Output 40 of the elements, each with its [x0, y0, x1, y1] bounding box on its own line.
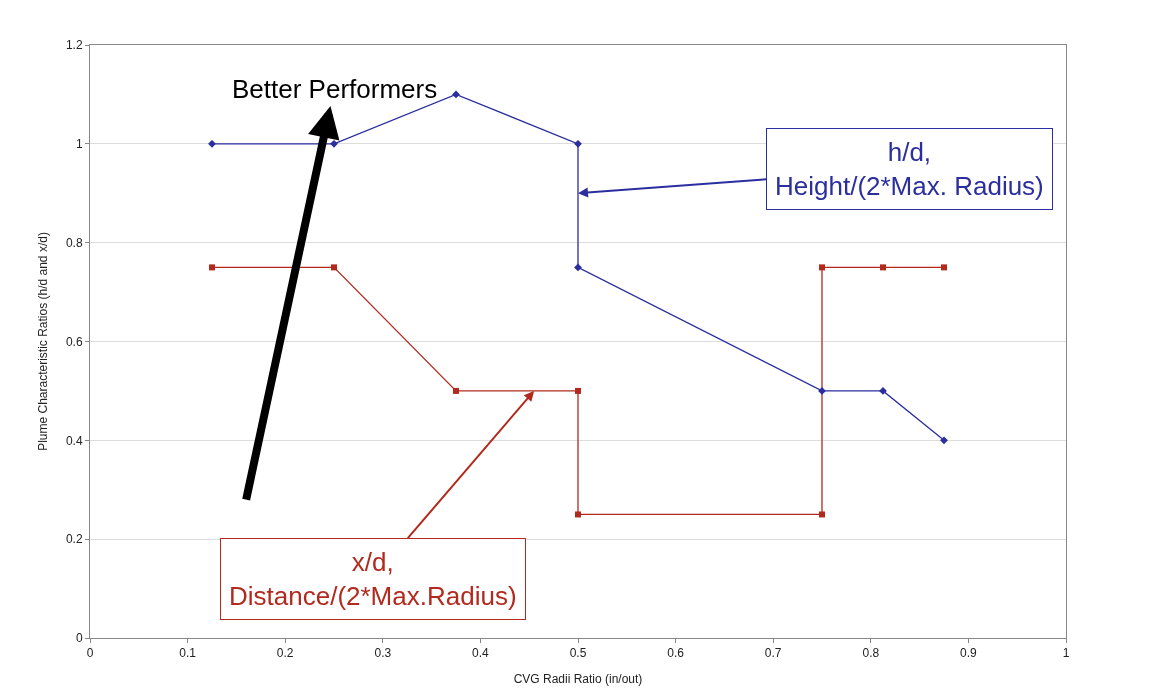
point [819, 264, 825, 271]
x-tick-label: 1 [1062, 646, 1070, 661]
x-tick-label: 0 [86, 646, 94, 661]
point [575, 387, 581, 394]
annotation: x/d, Distance/(2*Max.Radius) [229, 547, 517, 611]
point [818, 387, 826, 395]
y-tick-label: 1 [75, 137, 83, 152]
x-tick-label: 0.1 [179, 646, 197, 661]
y-tick-label: 1.2 [65, 38, 83, 53]
x-tick-label: 0.4 [472, 646, 490, 661]
annotation: Better Performers [232, 74, 438, 104]
point [209, 264, 215, 271]
point [208, 139, 216, 148]
x-axis-title: CVG Radii Ratio (in/out) [513, 672, 643, 687]
x-tick-label: 0.7 [764, 646, 782, 661]
y-tick-label: 0 [75, 631, 83, 646]
point [453, 387, 459, 394]
point [331, 264, 337, 271]
x-tick-label: 0.3 [374, 646, 392, 661]
point [452, 90, 460, 99]
point [574, 139, 582, 148]
point [940, 436, 948, 445]
point [879, 387, 887, 395]
x-tick-label: 0.9 [960, 646, 978, 661]
y-tick-label: 0.6 [65, 334, 83, 349]
point [575, 511, 581, 518]
y-tick-label: 0.8 [65, 235, 83, 250]
x-tick-label: 0.6 [667, 646, 685, 661]
annotation: h/d, Height/(2*Max. Radius) [775, 137, 1044, 201]
y-tick-label: 0.4 [65, 433, 83, 448]
point [574, 263, 582, 272]
y-axis-title: Plume Characteristic Ratios (h/d and x/d) [36, 232, 51, 451]
x-tick-label: 0.8 [862, 646, 880, 661]
point [330, 139, 338, 148]
point [880, 264, 886, 271]
x-tick-label: 0.5 [569, 646, 587, 661]
point [819, 511, 825, 518]
x-tick-label: 0.2 [276, 646, 294, 661]
point [941, 264, 947, 271]
y-tick-label: 0.2 [65, 532, 83, 547]
